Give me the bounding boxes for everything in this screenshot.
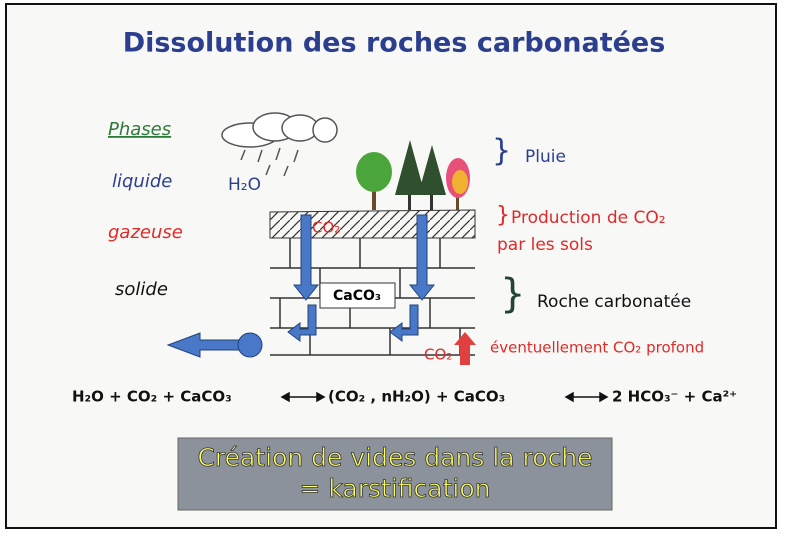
legend-rain: Pluie (525, 147, 566, 167)
conclusion-line: Création de vides dans la roche (197, 443, 592, 472)
co2-deep-arrow (454, 332, 476, 365)
conclusion-line: = karstification (299, 474, 490, 503)
equilibrium-arrows (280, 391, 609, 403)
water-label: H₂O (228, 175, 261, 195)
legend-rock: Roche carbonatée (537, 292, 691, 312)
cloud (221, 112, 338, 148)
equation-part: 2 HCO₃⁻ + Ca²⁺ (612, 388, 737, 406)
phase-solid: solide (115, 279, 168, 300)
equation-part: H₂O + CO₂ + CaCO₃ (72, 388, 232, 406)
rain (240, 147, 299, 177)
brace: } (496, 203, 510, 228)
conclusion-box (177, 437, 613, 511)
co2-deep-label: CO₂ (424, 346, 452, 364)
equation-part: (CO₂ , nH₂O) + CaCO₃ (328, 388, 505, 406)
trees (356, 140, 470, 210)
title: Dissolution des roches carbonatées (123, 28, 666, 59)
rock-box (319, 282, 396, 309)
phase-gas: gazeuse (108, 222, 183, 243)
rock-label: CaCO₃ (333, 288, 381, 304)
co2-soil-label: CO₂ (312, 219, 340, 237)
phase-liquid: liquide (112, 171, 172, 192)
legend-deep: éventuellement CO₂ profond (490, 339, 704, 357)
legend-production: Production de CO₂ (511, 208, 666, 228)
water-arrows (166, 214, 436, 358)
phase-heading: Phases (108, 119, 171, 140)
brace: } (492, 134, 511, 169)
legend-production: par les sols (497, 235, 593, 255)
brace: } (500, 271, 525, 317)
